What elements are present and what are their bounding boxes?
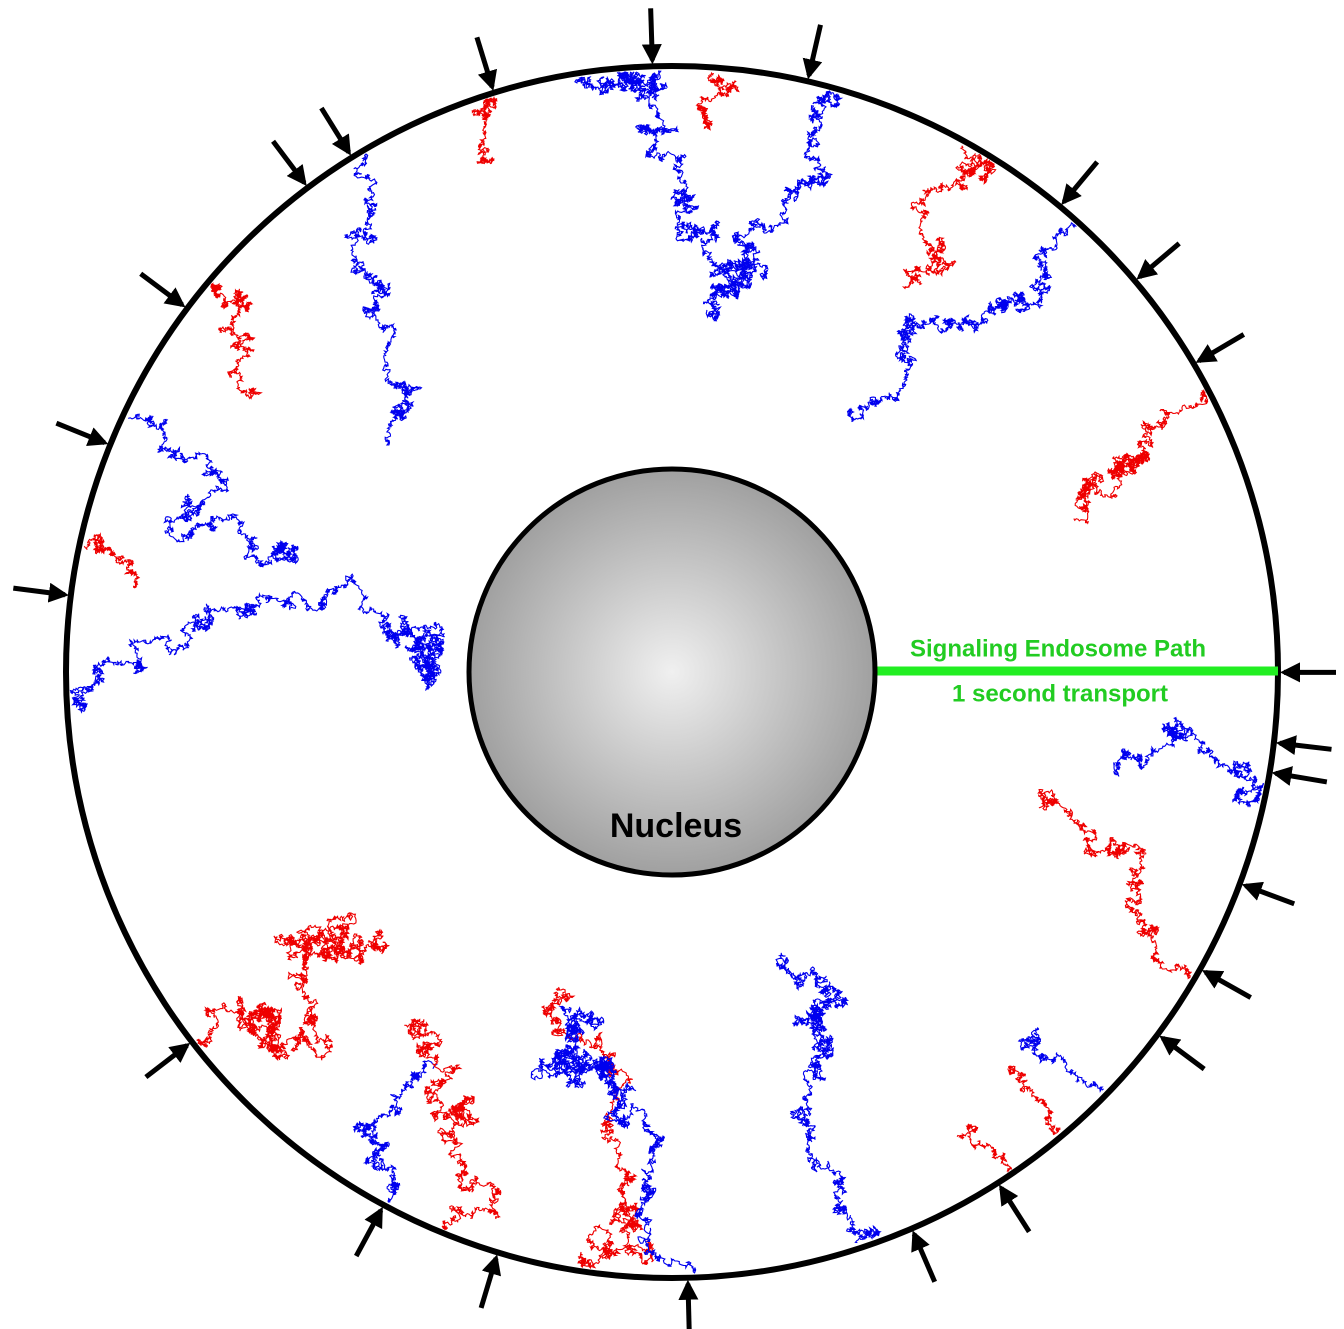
arrow [1163, 1038, 1205, 1069]
path-label: Signaling Endosome Path [910, 635, 1206, 662]
arrow [56, 423, 104, 442]
random-walk [71, 574, 445, 712]
random-walk [1114, 718, 1264, 808]
random-walk [211, 284, 261, 399]
arrow [1205, 972, 1250, 997]
random-walk [404, 1019, 501, 1230]
arrow [1280, 743, 1332, 749]
random-walk [345, 154, 421, 445]
random-walk [472, 98, 497, 165]
random-walk [848, 223, 1076, 422]
random-walk [84, 534, 139, 588]
random-walk [1019, 1028, 1104, 1091]
arrow [1276, 773, 1327, 782]
random-walk [575, 71, 768, 297]
random-walk [542, 988, 653, 1268]
arrow [141, 274, 183, 305]
path-caption: 1 second transport [952, 680, 1168, 707]
arrow [914, 1234, 935, 1282]
random-walk [1074, 390, 1208, 524]
arrow [1064, 162, 1097, 202]
cell-diagram: Nucleus Signaling Endosome Path 1 second… [0, 0, 1344, 1329]
arrow [809, 25, 821, 76]
arrow [651, 8, 653, 60]
arrow [146, 1045, 187, 1077]
arrow [356, 1210, 381, 1256]
arrow [1139, 243, 1179, 277]
random-walk [697, 73, 739, 130]
random-walk [197, 913, 389, 1061]
arrow [688, 1284, 689, 1329]
arrow [321, 108, 348, 152]
arrow [1245, 886, 1294, 904]
page: {"nucleus": {"label": "Nucleus"}, "path"… [0, 0, 1344, 1329]
random-walk [904, 146, 996, 289]
random-walk [957, 1124, 1011, 1171]
nucleus-label: Nucleus [610, 807, 742, 845]
random-walk [128, 414, 298, 567]
arrow [1199, 334, 1244, 360]
arrow [481, 1258, 496, 1308]
random-walk [354, 1061, 437, 1202]
arrow [273, 141, 304, 183]
arrow [477, 37, 492, 87]
random-walk [1038, 790, 1191, 979]
arrow [13, 588, 65, 595]
random-walk [704, 91, 842, 321]
random-walk [1008, 1066, 1060, 1134]
random-walk [776, 953, 880, 1243]
random-walk [531, 1006, 695, 1273]
arrow [1001, 1188, 1029, 1232]
